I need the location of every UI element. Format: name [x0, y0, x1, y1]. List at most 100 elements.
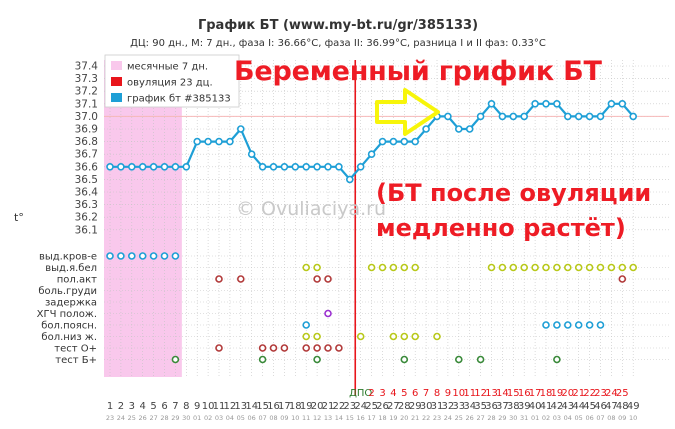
- x-tick-date: 19: [389, 414, 397, 422]
- dpo-label: ДПО: [349, 388, 372, 399]
- x-tick-date: 13: [324, 414, 332, 422]
- dpo-day: 16: [518, 388, 531, 399]
- symptom-marker: [454, 355, 463, 364]
- symptom-marker: [106, 252, 114, 260]
- temperature-point: [182, 163, 191, 171]
- temperature-point: [149, 163, 158, 171]
- y-tick-label: 36.1: [75, 224, 98, 236]
- x-tick-date: 05: [575, 414, 583, 422]
- x-tick-date: 15: [346, 414, 354, 422]
- x-tick-day: 45: [583, 401, 596, 412]
- y-tick-label: 36.4: [75, 187, 99, 199]
- x-tick-date: 24: [117, 414, 125, 422]
- temperature-point: [509, 112, 518, 121]
- temperature-point: [171, 163, 180, 171]
- temperature-point: [193, 137, 201, 146]
- x-tick-day: 22: [333, 401, 346, 412]
- symptom-marker: [400, 332, 409, 341]
- x-tick-date: 06: [248, 414, 256, 422]
- temperature-point: [629, 112, 638, 121]
- symptom-marker: [607, 263, 616, 272]
- menstruation-band: [104, 60, 182, 377]
- x-tick-date: 18: [378, 414, 386, 422]
- x-tick-day: 36: [485, 401, 498, 412]
- x-tick-date: 04: [564, 414, 572, 422]
- temperature-point: [302, 163, 311, 171]
- symptom-row-label: пол.акт: [57, 275, 97, 286]
- temperature-point: [487, 100, 496, 108]
- temperature-point: [237, 125, 245, 133]
- legend-swatch: [111, 61, 122, 70]
- x-tick-date: 03: [553, 414, 561, 422]
- y-axis-label: t°: [14, 211, 24, 224]
- x-tick-day: 32: [442, 401, 455, 412]
- symptom-marker: [149, 252, 158, 260]
- temperature-point: [389, 137, 398, 146]
- symptom-marker: [476, 355, 485, 364]
- dpo-day: 11: [463, 388, 476, 399]
- dpo-day: 12: [474, 388, 487, 399]
- x-tick-date: 07: [596, 414, 604, 422]
- temperature-point: [280, 163, 289, 171]
- x-tick-day: 40: [529, 401, 542, 412]
- temperature-point: [313, 163, 321, 171]
- dpo-day: 22: [583, 388, 596, 399]
- x-tick-date: 17: [367, 414, 375, 422]
- temperature-point: [215, 137, 223, 146]
- temperature-point: [585, 112, 594, 121]
- symptom-marker: [313, 275, 321, 283]
- y-tick-label: 37.2: [75, 86, 98, 98]
- temperature-point: [520, 112, 529, 121]
- x-tick-day: 16: [267, 401, 280, 412]
- symptom-marker: [160, 252, 169, 260]
- symptom-marker: [324, 344, 332, 352]
- x-tick-day: 37: [496, 401, 509, 412]
- symptom-marker: [280, 344, 289, 352]
- temperature-point: [367, 150, 376, 158]
- symptom-marker: [542, 263, 550, 272]
- symptom-row-label: ХГЧ полож.: [37, 309, 97, 320]
- y-tick-label: 37.4: [75, 61, 99, 73]
- x-tick-day: 30: [420, 401, 433, 412]
- temperature-point: [422, 125, 430, 133]
- symptom-marker: [389, 263, 398, 272]
- x-tick-date: 01: [193, 414, 201, 422]
- x-tick-date: 05: [237, 414, 245, 422]
- symptom-marker: [237, 275, 245, 283]
- x-tick-date: 02: [204, 414, 212, 422]
- temperature-point: [542, 100, 550, 108]
- chart-subtitle: ДЦ: 90 дн., М: 7 дн., фаза I: 36.66°C, ф…: [130, 38, 546, 49]
- note-annotation: (БТ после овуляции медленно растёт): [376, 176, 651, 246]
- x-tick-day: 25: [365, 401, 378, 412]
- symptom-marker: [258, 344, 267, 352]
- x-tick-day: 39: [518, 401, 531, 412]
- y-tick-label: 37.0: [75, 111, 98, 123]
- symptom-row-label: задержка: [45, 298, 97, 309]
- temperature-point: [411, 137, 420, 146]
- x-tick-day: 29: [409, 401, 422, 412]
- symptom-marker: [313, 263, 321, 272]
- symptom-marker: [138, 252, 147, 260]
- symptom-marker: [171, 355, 180, 364]
- x-tick-date: 10: [629, 414, 637, 422]
- x-tick-day: 31: [431, 401, 444, 412]
- temperature-point: [444, 112, 452, 121]
- temperature-point: [269, 163, 278, 171]
- symptom-marker: [433, 332, 441, 341]
- note-line-2: медленно растёт): [376, 214, 626, 242]
- temperature-point: [204, 137, 212, 146]
- symptom-row-label: бол.низ ж.: [41, 332, 97, 343]
- dpo-day: 2: [368, 388, 374, 399]
- temperature-point: [247, 150, 256, 158]
- x-tick-day: 44: [572, 401, 585, 412]
- x-tick-date: 08: [607, 414, 615, 422]
- x-tick-day: 48: [616, 401, 629, 412]
- x-tick-day: 42: [551, 401, 564, 412]
- x-tick-day: 13: [234, 401, 247, 412]
- symptom-marker: [585, 321, 594, 329]
- symptom-marker: [258, 355, 267, 364]
- x-tick-day: 15: [256, 401, 269, 412]
- y-tick-label: 36.6: [75, 161, 99, 173]
- symptom-row-label: выд.я.бел: [45, 263, 97, 274]
- dpo-day: 10: [452, 388, 465, 399]
